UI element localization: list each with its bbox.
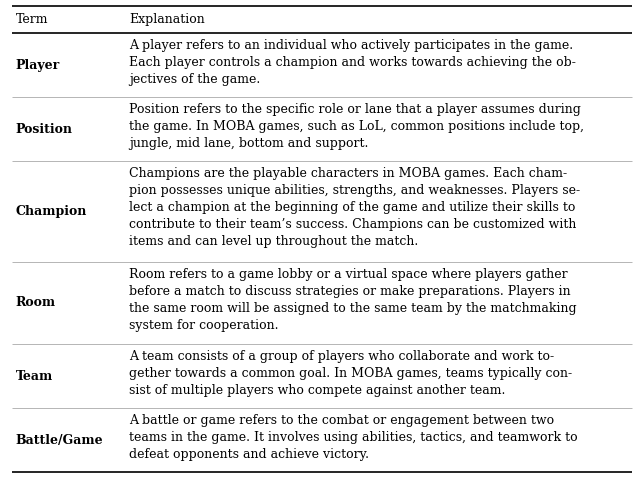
Text: Room refers to a game lobby or a virtual space where players gather
before a mat: Room refers to a game lobby or a virtual… <box>129 268 577 332</box>
Text: Champion: Champion <box>15 205 87 218</box>
Text: Position: Position <box>15 122 72 136</box>
Text: A team consists of a group of players who collaborate and work to-
gether toward: A team consists of a group of players wh… <box>129 350 572 397</box>
Text: A battle or game refers to the combat or engagement between two
teams in the gam: A battle or game refers to the combat or… <box>129 414 577 461</box>
Text: Explanation: Explanation <box>129 13 205 26</box>
Text: A player refers to an individual who actively participates in the game.
Each pla: A player refers to an individual who act… <box>129 39 575 86</box>
Text: Player: Player <box>15 59 60 72</box>
Text: Position refers to the specific role or lane that a player assumes during
the ga: Position refers to the specific role or … <box>129 103 584 150</box>
Text: Term: Term <box>15 13 48 26</box>
Text: Champions are the playable characters in MOBA games. Each cham-
pion possesses u: Champions are the playable characters in… <box>129 167 580 248</box>
Text: Team: Team <box>15 369 52 382</box>
Text: Room: Room <box>15 296 56 309</box>
Text: Battle/Game: Battle/Game <box>15 434 103 446</box>
